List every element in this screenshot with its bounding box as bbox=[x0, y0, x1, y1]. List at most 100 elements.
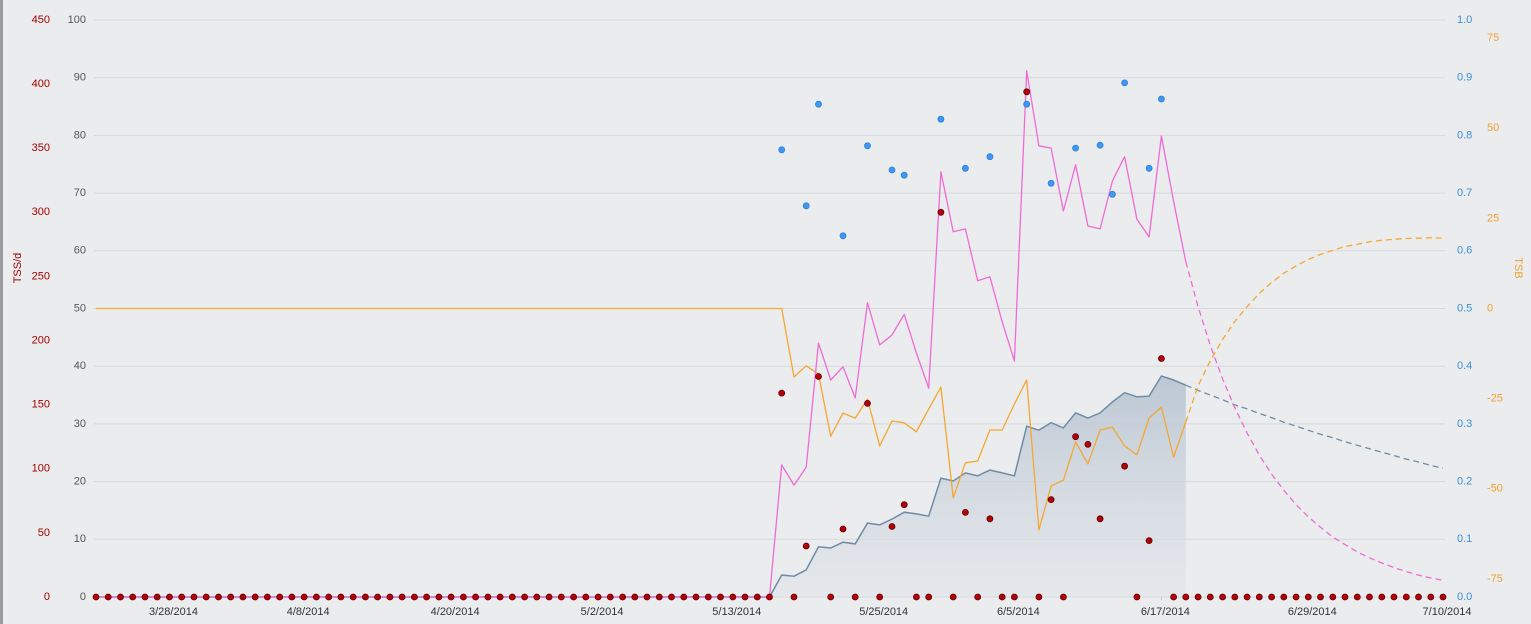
dot bbox=[1304, 593, 1312, 601]
y4-tick-label: -50 bbox=[1487, 483, 1503, 495]
dot bbox=[766, 593, 773, 601]
dot bbox=[129, 593, 137, 601]
dot bbox=[1047, 496, 1055, 504]
dot bbox=[92, 593, 100, 601]
y2-tick-label: 80 bbox=[74, 129, 86, 141]
dot bbox=[778, 389, 786, 397]
dot bbox=[1072, 433, 1079, 441]
dot bbox=[1353, 593, 1361, 601]
dot bbox=[312, 593, 320, 601]
x-tick-label: 6/29/2014 bbox=[1288, 606, 1337, 618]
y-axis-title: TSS/d bbox=[12, 253, 24, 284]
dot bbox=[1072, 144, 1079, 152]
x-tick-label: 4/8/2014 bbox=[287, 606, 330, 618]
dot bbox=[263, 593, 271, 601]
y3-tick-label: 0.5 bbox=[1457, 302, 1472, 314]
dot bbox=[802, 542, 810, 550]
dot bbox=[300, 593, 308, 601]
dot bbox=[1268, 593, 1275, 601]
dot bbox=[900, 171, 908, 179]
dot bbox=[545, 593, 553, 601]
y2-tick-label: 70 bbox=[74, 187, 86, 199]
dot bbox=[937, 208, 945, 216]
dot bbox=[962, 164, 969, 172]
y2-tick-label: 10 bbox=[74, 533, 86, 545]
y3-tick-label: 0.4 bbox=[1457, 360, 1472, 372]
dot bbox=[582, 593, 590, 601]
dot bbox=[986, 515, 994, 523]
dot bbox=[790, 593, 798, 601]
dot bbox=[900, 501, 908, 509]
dot bbox=[937, 115, 945, 123]
y-tick-label: 450 bbox=[32, 14, 50, 26]
dot bbox=[1390, 593, 1398, 601]
x-tick-label: 4/20/2014 bbox=[431, 606, 480, 618]
area-fill bbox=[96, 376, 1186, 597]
dot bbox=[594, 593, 602, 601]
y-tick-label: 300 bbox=[32, 206, 50, 218]
dot bbox=[962, 509, 969, 516]
dot bbox=[655, 593, 663, 601]
dot bbox=[447, 593, 455, 601]
projection-line bbox=[1185, 237, 1444, 423]
dot bbox=[1206, 593, 1214, 601]
dot bbox=[325, 593, 333, 601]
dot bbox=[1121, 462, 1128, 470]
dot bbox=[839, 232, 847, 240]
dot bbox=[1341, 593, 1349, 601]
dot bbox=[1231, 593, 1239, 601]
dot bbox=[1011, 593, 1018, 601]
dot bbox=[178, 593, 186, 601]
dot bbox=[998, 593, 1006, 601]
y2-tick-label: 0 bbox=[80, 591, 86, 603]
dot bbox=[827, 593, 835, 601]
dot bbox=[1096, 515, 1104, 523]
x-tick-label: 7/10/2014 bbox=[1423, 606, 1472, 618]
dot bbox=[1182, 593, 1190, 601]
x-tick-label: 6/17/2014 bbox=[1141, 606, 1190, 618]
dot bbox=[472, 593, 480, 601]
y3-tick-label: 0.9 bbox=[1457, 72, 1472, 84]
dot bbox=[337, 593, 345, 601]
dot bbox=[1109, 190, 1116, 198]
dot bbox=[386, 593, 394, 601]
dot bbox=[1280, 593, 1288, 601]
dot bbox=[459, 593, 467, 601]
dot bbox=[1084, 440, 1092, 448]
dot bbox=[1255, 593, 1263, 601]
y4-tick-label: -75 bbox=[1487, 573, 1503, 585]
dot bbox=[435, 593, 443, 601]
dot bbox=[1096, 141, 1104, 149]
dot bbox=[680, 593, 688, 601]
dot bbox=[778, 146, 786, 154]
x-tick-label: 5/25/2014 bbox=[859, 606, 908, 618]
x-tick-label: 5/13/2014 bbox=[712, 606, 761, 618]
dot bbox=[1060, 593, 1067, 601]
y2-tick-label: 50 bbox=[74, 302, 86, 314]
dot bbox=[643, 593, 651, 601]
dot bbox=[1378, 593, 1386, 601]
y2-tick-label: 100 bbox=[68, 14, 86, 26]
dot bbox=[1219, 593, 1226, 601]
dot bbox=[1194, 593, 1202, 601]
y4-tick-label: -25 bbox=[1487, 393, 1503, 405]
dot bbox=[864, 142, 871, 150]
dot bbox=[974, 593, 982, 601]
dot bbox=[202, 593, 210, 601]
dot bbox=[815, 373, 822, 380]
x-tick-label: 6/5/2014 bbox=[997, 606, 1040, 618]
y-tick-label: 350 bbox=[32, 142, 50, 154]
dot bbox=[570, 593, 577, 601]
y-tick-label: 0 bbox=[44, 591, 50, 603]
dot bbox=[496, 593, 504, 601]
y-tick-label: 250 bbox=[32, 270, 50, 282]
dot bbox=[986, 153, 994, 161]
y2-tick-label: 20 bbox=[74, 476, 86, 488]
dot bbox=[508, 593, 516, 601]
dot bbox=[864, 399, 871, 407]
y3-tick-label: 0.3 bbox=[1457, 418, 1472, 430]
y-tick-label: 200 bbox=[32, 334, 50, 346]
y3-tick-label: 0.1 bbox=[1457, 533, 1472, 545]
